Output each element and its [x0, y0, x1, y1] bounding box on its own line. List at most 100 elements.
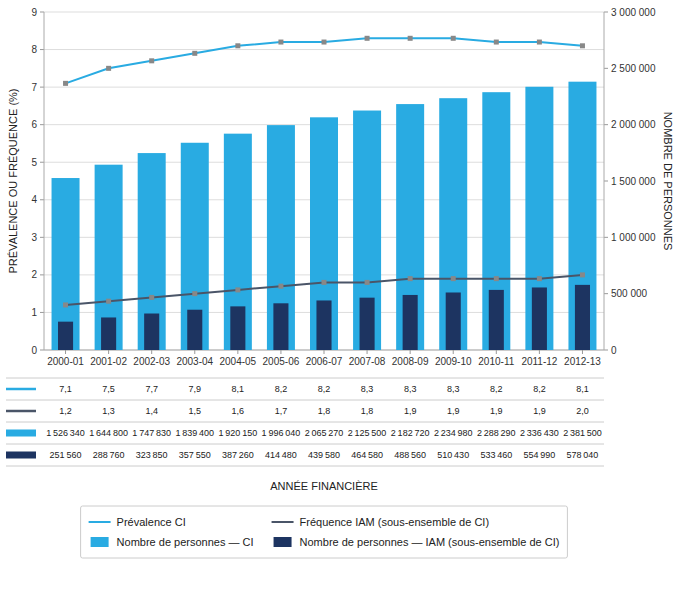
- table-cell: 1,6: [232, 406, 245, 416]
- marker: [322, 40, 327, 45]
- table-cell: 1 747 830: [132, 428, 171, 438]
- y2-tick: [604, 293, 608, 294]
- table-cell: 8,2: [533, 384, 546, 394]
- table-cell: 7,1: [59, 384, 72, 394]
- line-series: [63, 36, 585, 86]
- table-cell: 1,7: [275, 406, 288, 416]
- table-cell: 2 381 500: [563, 428, 602, 438]
- table-cell: 1 644 800: [89, 428, 128, 438]
- legend-frame: [81, 506, 568, 558]
- table-cell: 8,3: [361, 384, 374, 394]
- y-axis-line: [44, 12, 45, 350]
- grid-line: [44, 12, 604, 13]
- bar: [439, 98, 467, 350]
- y-tick-label: 5: [31, 157, 37, 168]
- legend: Prévalence CIFréquence IAM (sous-ensembl…: [81, 506, 568, 558]
- table-cell: 2,0: [576, 406, 589, 416]
- table-cell: 414 480: [265, 450, 297, 460]
- grid: [44, 12, 604, 350]
- table-cell: 578 040: [567, 450, 599, 460]
- y2-tick: [604, 237, 608, 238]
- y-tick: [40, 274, 44, 275]
- table-swatch: [6, 430, 36, 437]
- bar: [138, 153, 166, 350]
- table-swatch: [6, 388, 36, 391]
- table-cell: 510 430: [437, 450, 469, 460]
- table-cell: 7,5: [102, 384, 115, 394]
- table-cell: 533 460: [480, 450, 512, 460]
- marker: [408, 276, 413, 281]
- grid-line: [44, 87, 604, 88]
- y-tick: [40, 312, 44, 313]
- table-cell: 1,2: [59, 406, 72, 416]
- legend-label: Fréquence IAM (sous-ensemble de CI): [300, 516, 490, 528]
- y-tick: [40, 87, 44, 88]
- table-cell: 2 065 270: [305, 428, 344, 438]
- y-tick-label: 9: [31, 7, 37, 18]
- marker: [451, 36, 456, 41]
- bar: [224, 134, 252, 350]
- table-cell: 554 990: [523, 450, 555, 460]
- bar: [316, 300, 331, 350]
- table-cell: 1,4: [145, 406, 158, 416]
- table-cell: 8,3: [404, 384, 417, 394]
- table-cell: 1,9: [490, 406, 503, 416]
- table-cell: 1 996 040: [262, 428, 301, 438]
- bar: [95, 165, 123, 350]
- marker: [580, 43, 585, 48]
- marker: [494, 40, 499, 45]
- table-swatch: [6, 452, 36, 459]
- y2-tick: [604, 181, 608, 182]
- x-tick-label: 2003-04: [176, 356, 213, 367]
- y-tick: [40, 49, 44, 50]
- marker: [278, 284, 283, 289]
- y-tick-label: 1: [31, 307, 37, 318]
- table-cell: 1,8: [361, 406, 374, 416]
- x-tick-label: 2004-05: [219, 356, 256, 367]
- table-cell: 1 526 340: [46, 428, 85, 438]
- table-cell: 439 580: [308, 450, 340, 460]
- chart: 01234567890500 0001 000 0001 500 0002 00…: [0, 0, 678, 606]
- background: [0, 0, 678, 606]
- marker: [451, 276, 456, 281]
- legend-label: Nombre de personnes — CI: [117, 536, 254, 548]
- table-cell: 323 850: [136, 450, 168, 460]
- y2-tick-label: 0: [611, 345, 617, 356]
- legend-swatch: [89, 521, 111, 523]
- table-rule: [6, 378, 604, 379]
- marker: [537, 276, 542, 281]
- x-tick: [237, 350, 238, 354]
- table-cell: 464 580: [351, 450, 383, 460]
- table-cell: 8,2: [490, 384, 503, 394]
- line-series: [63, 272, 585, 307]
- table-swatch: [6, 410, 36, 413]
- table-cell: 1,9: [447, 406, 460, 416]
- marker: [408, 36, 413, 41]
- bar: [181, 143, 209, 350]
- x-tick-label: 2007-08: [349, 356, 386, 367]
- table-cell: 2 182 720: [391, 428, 430, 438]
- y2-tick: [604, 68, 608, 69]
- x-tick: [367, 350, 368, 354]
- marker: [494, 276, 499, 281]
- bar: [360, 298, 375, 350]
- x-tick: [453, 350, 454, 354]
- marker: [149, 295, 154, 300]
- x-tick: [65, 350, 66, 354]
- bar: [532, 287, 547, 350]
- bar: [403, 295, 418, 350]
- bar: [353, 111, 381, 350]
- bar-series: [52, 82, 597, 350]
- marker: [365, 36, 370, 41]
- table-rule: [6, 422, 604, 423]
- bar: [489, 290, 504, 350]
- marker: [580, 272, 585, 277]
- line: [66, 38, 583, 83]
- y-tick: [40, 124, 44, 125]
- legend-swatch: [272, 521, 294, 523]
- table-cell: 7,9: [189, 384, 202, 394]
- table-cell: 1,3: [102, 406, 115, 416]
- bar: [575, 285, 590, 350]
- table-cell: 1,5: [189, 406, 202, 416]
- table-cell: 8,1: [232, 384, 245, 394]
